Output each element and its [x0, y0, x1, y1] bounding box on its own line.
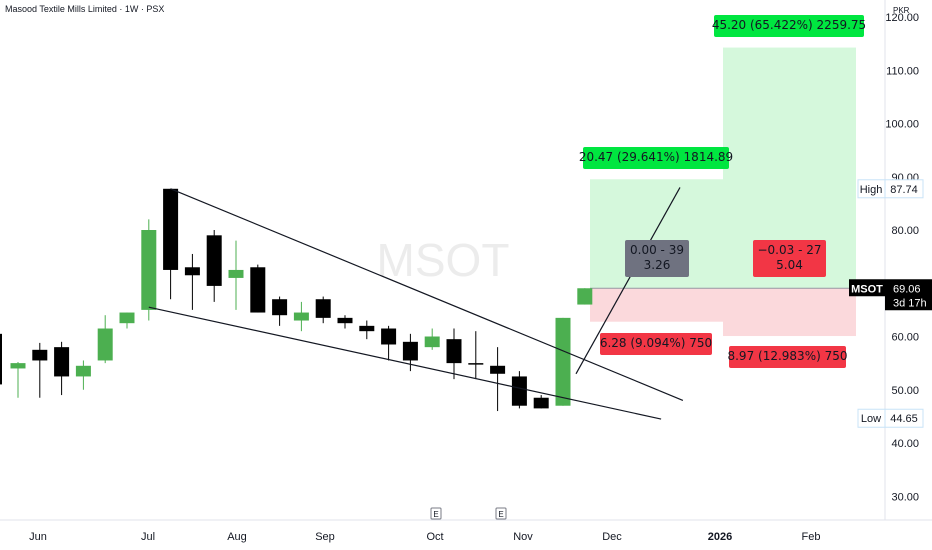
chart-title: Masood Textile Mills Limited · 1W · PSX — [5, 4, 165, 14]
x-tick-label: Aug — [227, 531, 247, 543]
symbol-watermark: MSOT — [377, 234, 510, 286]
candle-body — [250, 267, 266, 313]
low-value-bg — [884, 408, 924, 428]
candle-body — [119, 312, 135, 324]
earnings-marker[interactable] — [430, 507, 442, 520]
candle-body — [381, 328, 397, 345]
stop-label-text: 8.97 (12.983%) 750 — [727, 349, 847, 363]
candle-body — [315, 299, 331, 318]
x-tick-label: 2026 — [708, 531, 732, 543]
y-tick-label: 80.00 — [891, 225, 919, 237]
y-tick-label: 50.00 — [891, 385, 919, 397]
high-value-bg — [884, 179, 924, 199]
low-value: 44.65 — [890, 413, 918, 425]
target-label-bg — [583, 147, 729, 169]
projection-line[interactable] — [575, 187, 681, 375]
x-tick-label: Jul — [141, 531, 155, 543]
candle-body — [163, 188, 179, 270]
y-tick-label: 100.00 — [885, 119, 919, 131]
candle-body — [32, 349, 48, 361]
target-label-text: 45.20 (65.422%) 2259.75 — [712, 18, 866, 32]
current-pnl-label-text: 0.00 - 39 — [630, 243, 684, 257]
candle-body — [337, 317, 353, 324]
candle-body — [54, 347, 70, 377]
currency-label: PKR — [893, 6, 910, 15]
y-tick-label: 40.00 — [891, 438, 919, 450]
low-label: Low — [861, 413, 881, 425]
stop-label-text: 6.28 (9.094%) 750 — [600, 336, 712, 350]
x-tick-label: Dec — [602, 531, 622, 543]
candle-body — [293, 312, 309, 321]
candle-body — [490, 365, 506, 374]
y-tick-label: 120.00 — [885, 12, 919, 24]
target-label-text: 20.47 (29.641%) 1814.89 — [579, 150, 733, 164]
earnings-marker-label: E — [433, 510, 438, 519]
last-price-value: 69.06 — [893, 283, 921, 295]
x-tick-label: Jun — [29, 531, 47, 543]
y-tick-label: 110.00 — [886, 65, 919, 77]
candle-body — [206, 235, 222, 286]
target-label-bg — [714, 15, 864, 37]
symbol-tag: MSOT — [851, 283, 883, 295]
candle-body — [228, 269, 244, 278]
wedge-lower-trendline[interactable] — [148, 306, 662, 420]
current-pnl-label-text: 5.04 — [776, 258, 803, 272]
candle-body — [577, 288, 593, 305]
loss-zone[interactable] — [723, 288, 856, 337]
candle-body — [555, 317, 571, 406]
candle-body — [402, 341, 418, 361]
candle-body — [272, 299, 288, 316]
y-tick-label: 30.00 — [891, 491, 919, 503]
loss-zone[interactable] — [590, 288, 723, 322]
candle-body — [468, 363, 484, 365]
current-pnl-label-bg — [625, 240, 689, 277]
candle-body — [10, 363, 26, 369]
earnings-marker-label: E — [498, 510, 503, 519]
current-pnl-label-bg — [753, 240, 826, 277]
candle-body — [446, 339, 462, 364]
last-price-bg — [885, 279, 932, 311]
x-tick-label: Feb — [802, 531, 821, 543]
candle-body — [75, 365, 91, 377]
current-pnl-label-text: −0.03 - 27 — [757, 243, 821, 257]
x-tick-label: Oct — [426, 531, 443, 543]
candle-body — [533, 397, 549, 409]
candle-body — [184, 267, 200, 276]
wedge-upper-trendline[interactable] — [170, 188, 684, 401]
candle-body — [359, 325, 375, 332]
candle-body — [97, 328, 113, 361]
candle-body — [141, 230, 157, 310]
candle-body — [424, 336, 440, 348]
y-tick-label: 60.00 — [891, 332, 919, 344]
stop-label-bg — [600, 333, 712, 355]
x-tick-label: Nov — [513, 531, 533, 543]
stop-label-bg — [729, 346, 846, 368]
high-label: High — [860, 184, 883, 196]
bar-countdown: 3d 17h — [893, 297, 927, 309]
earnings-marker[interactable] — [495, 507, 507, 520]
candle-body — [511, 376, 527, 406]
high-value: 87.74 — [890, 184, 918, 196]
symbol-tag-bg — [849, 279, 885, 297]
current-pnl-label-text: 3.26 — [644, 258, 671, 272]
x-tick-label: Sep — [315, 531, 335, 543]
